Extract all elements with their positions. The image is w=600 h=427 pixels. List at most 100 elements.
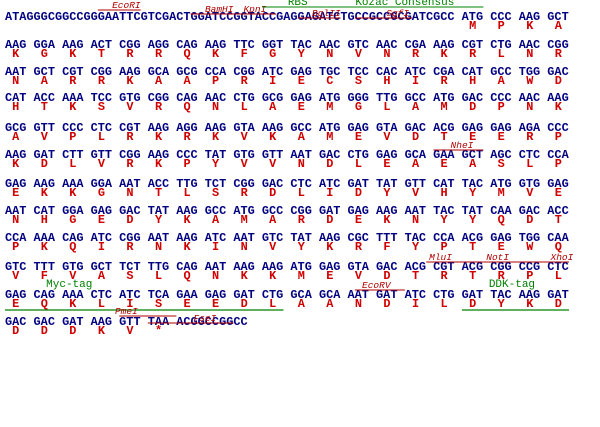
amino-acid: P (12, 240, 19, 254)
amino-acid: I (412, 297, 419, 311)
amino-acid: D (383, 269, 390, 283)
amino-acid: Y (469, 186, 477, 200)
amino-acid: N (355, 297, 362, 311)
amino-acid: E (355, 130, 362, 144)
amino-acid: E (441, 157, 448, 171)
amino-acid: V (126, 324, 134, 338)
amino-acid: R (355, 240, 363, 254)
amino-acid: N (12, 74, 19, 88)
amino-acid: L (298, 186, 305, 200)
sequence-line: GAG CAG AAA CTC ATC TCA GAA GAG GAT CTG … (5, 279, 570, 311)
amino-acid: K (269, 130, 277, 144)
sequence-line: ATAGGGCGGCCGGGAATTCGTCGACTGGATCCGGTACCGA… (5, 0, 569, 33)
amino-acid: K (155, 130, 163, 144)
enzyme-site-label: BglII (312, 8, 341, 19)
amino-acid: A (98, 269, 106, 283)
amino-acid: * (155, 324, 162, 338)
amino-acid: A (498, 74, 506, 88)
amino-acid: Y (155, 213, 163, 227)
sequence-line: AAG GGA AAG ACT CGG AGG CAG AAG TTC GGT … (5, 38, 569, 61)
amino-acid: Q (183, 100, 190, 114)
amino-acid: G (98, 186, 105, 200)
enzyme-site-label: NheI (451, 140, 474, 151)
amino-acid: K (69, 186, 77, 200)
amino-acid: E (498, 130, 505, 144)
enzyme-site-label: FseI (194, 313, 217, 324)
amino-acid: V (69, 269, 77, 283)
amino-acid: P (183, 157, 190, 171)
amino-acid: V (269, 240, 277, 254)
amino-acid: R (241, 186, 249, 200)
amino-acid: H (469, 74, 476, 88)
amino-acid: Y (383, 186, 391, 200)
amino-acid: S (155, 297, 162, 311)
amino-acid: W (526, 74, 534, 88)
amino-acid: A (41, 74, 49, 88)
amino-acid: K (526, 19, 534, 33)
amino-acid: N (412, 213, 419, 227)
amino-acid: A (183, 74, 191, 88)
amino-acid: L (98, 130, 105, 144)
amino-acid: N (155, 240, 162, 254)
enzyme-site-label: EcoRI (112, 0, 141, 11)
amino-acid: I (269, 74, 276, 88)
dna-sequence: CCA AAA CAG ATC CGG AAT AAG ATC AAT GTC … (5, 231, 570, 245)
amino-acid: E (555, 186, 562, 200)
amino-acid: D (12, 324, 19, 338)
amino-acid: H (383, 74, 390, 88)
amino-acid: Q (555, 240, 562, 254)
amino-acid: D (526, 213, 533, 227)
amino-acid: A (412, 100, 420, 114)
amino-acid: N (298, 157, 305, 171)
dna-sequence: AAT CAT GGA GAG GAC TAT AAG GCC ATG GCC … (5, 204, 569, 218)
amino-acid: K (212, 47, 220, 61)
amino-acid: P (498, 19, 505, 33)
amino-acid: Y (412, 240, 420, 254)
sequence-line: AAG GAT CTT GTT CGG AAG CCC TAT GTG GTT … (5, 140, 570, 171)
amino-acid: D (326, 157, 333, 171)
amino-acid: A (412, 157, 420, 171)
amino-acid: L (498, 47, 505, 61)
amino-acid: A (12, 130, 20, 144)
dna-sequence: GAC GAC GAT AAG GTT TAA ACGGCCGGCC (5, 315, 248, 329)
amino-acid: A (326, 297, 334, 311)
amino-acid: E (298, 100, 305, 114)
amino-acid: R (69, 74, 77, 88)
amino-acid: S (355, 74, 362, 88)
enzyme-site-label: SgfI (386, 8, 409, 19)
amino-acid: A (269, 213, 277, 227)
amino-acid: G (355, 100, 362, 114)
amino-acid: S (498, 157, 505, 171)
amino-acid: D (41, 157, 48, 171)
amino-acid: P (212, 74, 219, 88)
amino-acid: Y (298, 240, 306, 254)
amino-acid: Y (498, 297, 506, 311)
amino-acid: R (469, 47, 477, 61)
sequence-line: GAG AAG AAA GGA AAT ACC TTG TCT CGG GAC … (5, 177, 569, 200)
amino-acid: E (469, 130, 476, 144)
amino-acid: D (469, 100, 476, 114)
amino-acid: R (298, 213, 306, 227)
amino-acid: D (412, 130, 419, 144)
amino-acid: N (126, 186, 133, 200)
amino-acid: L (241, 100, 248, 114)
amino-acid: A (555, 19, 563, 33)
amino-acid: D (555, 297, 562, 311)
amino-acid: K (441, 47, 449, 61)
amino-acid: E (212, 297, 219, 311)
dna-sequence: GCG GTT CCC CTC CGT AAG AGG AAG GTA AAG … (5, 121, 569, 135)
dna-sequence: AAG GAT CTT GTT CGG AAG CCC TAT GTG GTT … (5, 148, 570, 162)
amino-acid: E (498, 240, 505, 254)
enzyme-site-label: BamHI (205, 4, 234, 15)
amino-acid: R (126, 47, 134, 61)
amino-acid: K (41, 240, 49, 254)
amino-acid: N (383, 47, 390, 61)
amino-acid: D (555, 74, 562, 88)
amino-acid: R (155, 47, 163, 61)
amino-acid: S (212, 186, 219, 200)
enzyme-site-label: NotI (486, 252, 509, 263)
dna-sequence: ATAGGGCGGCCGGGAATTCGTCGACTGGATCCGGTACCGA… (5, 10, 569, 24)
amino-acid: Y (469, 213, 477, 227)
amino-acid: S (98, 100, 105, 114)
